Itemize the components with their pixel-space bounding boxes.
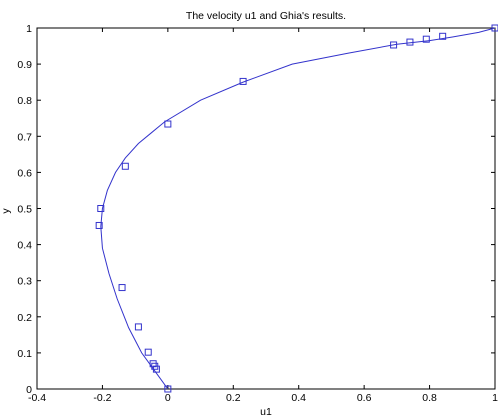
axis-ticks: -0.4 -0.2 0 0.2 0.4 0.6 0.8 1 0 0.1 0.2 0.3 0.4 0.5 0.…	[17, 23, 498, 404]
x-tick-label: 0.2	[226, 392, 241, 404]
velocity-u1-line	[100, 27, 496, 390]
y-tick-label: 0.7	[17, 131, 32, 143]
y-tick-label: 0.4	[17, 240, 32, 252]
x-tick-label: 0.6	[357, 392, 372, 404]
ghia-data-point	[406, 38, 414, 46]
y-tick-label: 0.6	[17, 167, 32, 179]
ghia-data-point	[164, 120, 172, 128]
chart-title: The velocity u1 and Ghia's results.	[186, 10, 346, 22]
ghia-data-point	[491, 24, 498, 32]
ghia-data-point	[97, 205, 105, 212]
ghia-markers-layer	[95, 24, 498, 393]
y-tick-label: 0.3	[17, 276, 32, 288]
y-tick-label: 0.8	[17, 95, 32, 107]
ghia-data-point	[390, 41, 398, 49]
ghia-data-point	[134, 323, 142, 331]
ghia-data-point	[118, 284, 126, 292]
y-tick-label: 1	[26, 23, 32, 35]
y-tick-label: 0.9	[17, 59, 32, 71]
ghia-data-point	[149, 360, 157, 368]
ghia-data-point	[121, 162, 129, 170]
y-axis-label: y	[0, 208, 12, 214]
ghia-data-point	[239, 77, 247, 85]
x-tick-label: 0	[165, 392, 171, 404]
x-axis-label: u1	[260, 406, 272, 418]
plot-area	[36, 27, 496, 390]
x-tick-label: -0.4	[28, 392, 46, 404]
ghia-data-point	[422, 35, 430, 43]
y-tick-label: 0	[26, 384, 32, 396]
ghia-data-point	[144, 348, 152, 356]
y-tick-label: 0.2	[17, 312, 32, 324]
ghia-data-point	[439, 32, 447, 40]
ghia-data-point	[95, 221, 103, 229]
x-tick-label: -0.2	[93, 392, 111, 404]
velocity-curve-layer	[100, 27, 496, 390]
y-tick-label: 0.5	[17, 204, 32, 216]
x-tick-label: 1	[492, 392, 498, 404]
ghia-data-point	[164, 385, 172, 393]
x-tick-label: 0.8	[422, 392, 437, 404]
x-tick-label: 0.4	[291, 392, 306, 404]
y-tick-label: 0.1	[17, 348, 32, 360]
